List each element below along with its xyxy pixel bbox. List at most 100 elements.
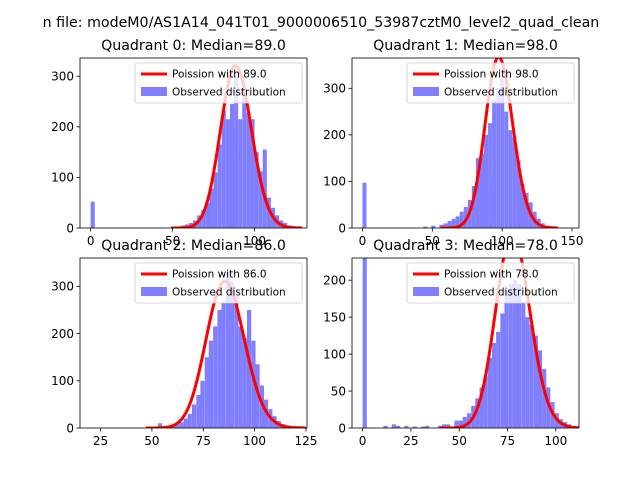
y-tick-label: 200 — [51, 327, 74, 341]
histogram-bars — [362, 78, 557, 228]
histogram-bar — [475, 158, 480, 228]
histogram-bar — [242, 338, 247, 428]
subplot-title: Quadrant 3: Median=78.0 — [373, 238, 558, 254]
y-tick-label: 300 — [51, 280, 74, 294]
y-tick-label: 100 — [51, 171, 74, 185]
y-tick-label: 0 — [66, 421, 74, 435]
x-tick-label: 100 — [544, 434, 567, 448]
legend-entry-observed: Observed distribution — [172, 287, 286, 299]
histogram-bar — [437, 425, 442, 428]
y-tick-label: 100 — [323, 347, 346, 361]
histogram-bar — [443, 223, 448, 228]
histogram-bar — [209, 188, 214, 228]
histogram-bar — [504, 111, 509, 228]
axes-frame — [79, 257, 308, 429]
histogram-bar — [496, 331, 501, 428]
histogram-bar — [500, 313, 505, 428]
legend-entry-observed: Observed distribution — [444, 87, 558, 99]
histogram-bar — [447, 221, 452, 228]
histogram-bar — [431, 225, 436, 228]
histogram-bar — [174, 424, 180, 428]
x-tick-label: 125 — [295, 434, 318, 448]
legend-entry-observed: Observed distribution — [444, 287, 558, 299]
histogram-bar — [225, 272, 231, 428]
histogram-bar — [179, 422, 184, 428]
histogram-bar — [488, 123, 493, 228]
x-tick-label: 50 — [144, 434, 159, 448]
histogram-bar — [439, 224, 444, 228]
histogram-bar — [479, 387, 484, 428]
subplot-title: Quadrant 2: Median=86.0 — [101, 238, 286, 254]
histogram-bar — [412, 426, 417, 428]
histogram-bar — [423, 226, 428, 228]
x-tick-label: 25 — [93, 434, 108, 448]
histogram-bar — [250, 119, 255, 228]
histogram-bar — [262, 149, 267, 228]
histogram-bar — [516, 160, 521, 228]
y-tick-label: 150 — [323, 310, 346, 324]
histogram-bar — [362, 258, 367, 428]
histogram-bar — [516, 283, 522, 428]
histogram-bar — [259, 385, 264, 428]
histogram-bar — [208, 340, 214, 428]
histogram-bar — [251, 340, 256, 428]
histogram-bar — [217, 144, 222, 228]
histogram-bar — [525, 317, 530, 428]
histogram-bar — [90, 201, 95, 228]
x-tick-label: 150 — [561, 234, 584, 248]
histogram-bar — [508, 283, 513, 428]
legend-entry-poisson: Poission with 78.0 — [444, 269, 539, 281]
histogram-bar — [238, 119, 243, 228]
axes-frame — [351, 257, 580, 429]
histogram-bar — [234, 295, 239, 428]
histogram-bar — [483, 376, 488, 428]
histogram-bar — [455, 216, 460, 228]
y-tick-label: 300 — [323, 82, 346, 96]
legend: Poission with 98.0 Observed distribution — [406, 62, 575, 104]
histogram-bar — [205, 202, 210, 228]
histogram-bar — [475, 398, 480, 428]
histogram-bar — [492, 99, 497, 228]
legend-entry-poisson: Poission with 86.0 — [172, 269, 267, 281]
histogram-bar — [157, 423, 163, 428]
x-tick-label: 100 — [243, 434, 266, 448]
y-tick-label: 200 — [51, 120, 74, 134]
y-tick-label: 0 — [66, 221, 74, 235]
histogram-bar — [225, 119, 230, 228]
histogram-bar — [459, 211, 464, 228]
histogram-bar — [521, 302, 526, 428]
histogram-bar — [213, 172, 218, 228]
axes-frame — [79, 57, 308, 229]
y-tick-label: 100 — [51, 374, 74, 388]
subplots: 0 50 100 0 100 200 300 Quadrant 0: Median=89.0 P… — [51, 38, 584, 448]
histogram-bar — [242, 95, 247, 228]
y-tick-label: 0 — [338, 221, 346, 235]
histogram-bar — [533, 335, 538, 428]
histogram-bar — [196, 394, 201, 428]
histogram-bar — [508, 130, 513, 228]
histogram-bar — [524, 193, 529, 228]
legend-frame — [406, 262, 575, 304]
poisson-curve — [439, 258, 579, 428]
legend-frame — [134, 262, 303, 304]
legend: Poission with 89.0 Observed distribution — [134, 62, 303, 104]
subplot-title: Quadrant 0: Median=89.0 — [101, 38, 286, 54]
histogram-bar — [421, 426, 426, 428]
histogram-bar — [529, 324, 534, 428]
histogram-bar — [496, 88, 501, 228]
histogram-bar — [492, 343, 497, 428]
y-tick-label: 100 — [323, 175, 346, 189]
x-tick-label: 50 — [425, 234, 440, 248]
histogram-bar — [213, 326, 218, 428]
histogram-bar — [255, 364, 260, 428]
legend-bar-swatch — [141, 87, 167, 96]
subplot-2: 25 50 75 100 125 0 100 200 300 Quadrant 2: Median… — [51, 238, 317, 448]
histogram-bar — [238, 326, 243, 428]
histogram-bar — [221, 302, 226, 428]
histogram-bars — [157, 272, 290, 428]
histogram-bar — [229, 104, 235, 228]
poisson-curve — [439, 58, 559, 228]
histogram-bar — [266, 197, 271, 228]
legend-bar-swatch — [413, 287, 439, 296]
